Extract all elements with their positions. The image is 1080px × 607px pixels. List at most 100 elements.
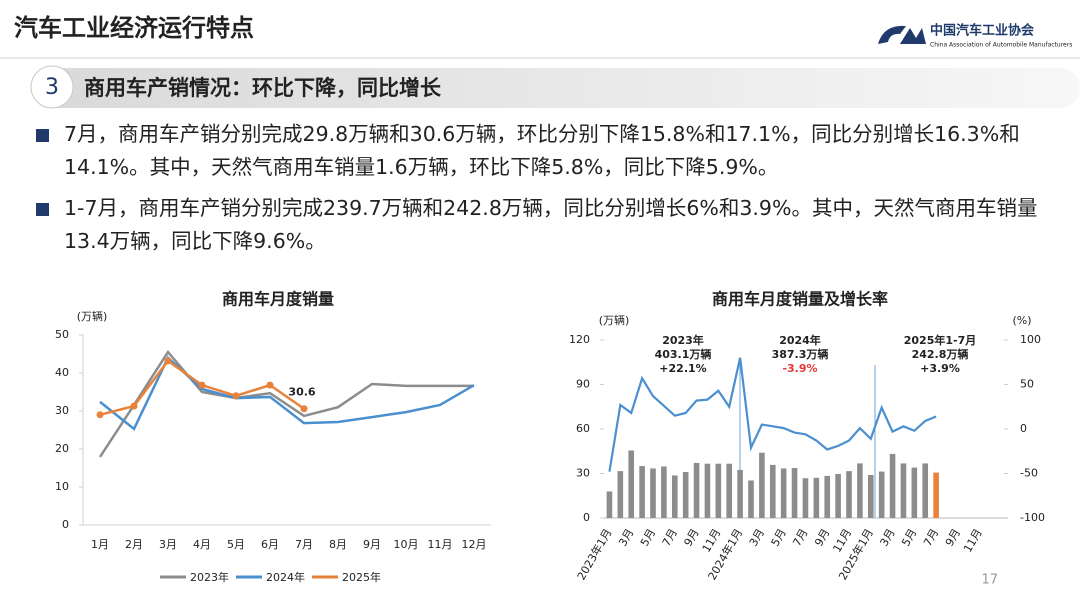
x-tick-label: 2月 (125, 538, 143, 551)
bar (791, 468, 798, 518)
y2-tick-label: -50 (1020, 467, 1038, 480)
bullet: 1-7月，商用车产销分别完成239.7万辆和242.8万辆，同比分别增长6%和3… (36, 192, 1046, 258)
legend-label: 2025年 (342, 570, 381, 584)
y2-tick-label: 100 (1020, 333, 1041, 346)
bar (650, 468, 656, 518)
bar (715, 463, 722, 518)
y-tick-label: 40 (55, 366, 69, 379)
chart-title: 商用车月度销量及增长率 (712, 290, 888, 309)
y-tick-label: 30 (576, 467, 590, 480)
y2-tick-label: 0 (1020, 422, 1027, 435)
x-tick-label: 8月 (329, 538, 347, 551)
data-label: 30.6 (288, 386, 315, 399)
bar (682, 472, 689, 518)
bar (911, 467, 918, 518)
x-tick-label: 9月 (812, 527, 832, 549)
y2-tick-label: 50 (1020, 378, 1034, 391)
annotation: 242.8万辆 (912, 347, 969, 361)
y-tick-label: 20 (55, 442, 69, 455)
y-tick-label: 120 (569, 333, 590, 346)
x-tick-label: 12月 (462, 538, 487, 551)
y-tick-label: 90 (576, 378, 590, 391)
bar (759, 452, 765, 518)
annotation: 2023年 (662, 333, 704, 347)
point (130, 402, 138, 410)
section-title: 商用车产销情况：环比下降，同比增长 (84, 76, 442, 100)
annotation: 387.3万辆 (772, 347, 829, 361)
bar (704, 463, 711, 518)
x-tick-label: 7月 (295, 538, 313, 551)
section-badge (30, 65, 74, 109)
bar (661, 466, 667, 518)
annotation: +22.1% (659, 362, 706, 375)
bar (933, 472, 939, 518)
y-axis-label: (万辆) (77, 309, 108, 323)
point (232, 392, 240, 400)
bar (769, 464, 776, 518)
x-tick-label: 9月 (681, 527, 701, 549)
series-line (98, 350, 474, 458)
legend-label: 2024年 (266, 570, 305, 584)
chart-title: 商用车月度销量 (222, 290, 334, 309)
y-tick-label: 10 (55, 480, 69, 493)
annotation: +3.9% (920, 362, 960, 375)
bar (813, 477, 820, 518)
bar (617, 471, 624, 518)
x-tick-label: 9月 (363, 538, 381, 551)
y-tick-label: 60 (576, 422, 590, 435)
point (164, 357, 172, 365)
page-number: 17 (981, 573, 998, 588)
bar (737, 469, 743, 518)
x-tick-label: 6月 (261, 538, 279, 551)
x-tick-label: 7月 (921, 527, 941, 549)
point (266, 381, 274, 389)
point (96, 411, 104, 419)
y-axis-label: (万辆) (599, 313, 630, 327)
bar (922, 463, 929, 518)
bar (802, 478, 809, 518)
bar (857, 463, 863, 518)
annotation: 2025年1-7月 (904, 333, 977, 347)
x-tick-label: 3月 (877, 527, 897, 549)
bar (835, 473, 841, 518)
point (198, 381, 206, 389)
x-tick-label: 11月 (961, 527, 985, 555)
section-number: 3 (45, 75, 59, 100)
bar (671, 475, 678, 518)
header-title: 汽车工业经济运行特点 (14, 14, 254, 42)
bar (889, 453, 896, 518)
x-tick-label: 9月 (943, 527, 963, 549)
y2-axis-label: (%) (1012, 314, 1031, 327)
section-band (32, 68, 1080, 108)
logo-icon (878, 25, 926, 44)
bar (867, 474, 874, 518)
x-tick-label: 7月 (660, 527, 680, 549)
logo-english: China Association of Automobile Manufact… (930, 42, 1072, 49)
bar (639, 466, 645, 518)
x-tick-label: 5月 (638, 527, 658, 549)
y-tick-label: 0 (62, 518, 69, 531)
bar (846, 471, 852, 518)
x-tick-label: 10月 (394, 538, 419, 551)
y-tick-label: 0 (583, 511, 590, 524)
bullet: 7月，商用车产销分别完成29.8万辆和30.6万辆，环比分别下降15.8%和17… (36, 118, 1046, 184)
bar (606, 491, 613, 518)
x-tick-label: 2023年1月 (574, 526, 615, 582)
y-tick-label: 50 (55, 328, 69, 341)
x-tick-label: 4月 (193, 538, 211, 551)
x-tick-label: 11月 (428, 538, 453, 551)
annotation: 2024年 (779, 333, 821, 347)
x-tick-label: 3月 (616, 527, 636, 549)
bar (878, 471, 885, 518)
x-tick-label: 5月 (769, 527, 789, 549)
x-tick-label: 3月 (747, 527, 767, 549)
bar (824, 475, 831, 518)
logo-name: 中国汽车工业协会 (930, 23, 1035, 39)
point (300, 405, 308, 413)
bar (900, 463, 907, 518)
x-tick-label: 5月 (227, 538, 245, 551)
x-tick-label: 3月 (159, 538, 177, 551)
bar (726, 463, 733, 518)
